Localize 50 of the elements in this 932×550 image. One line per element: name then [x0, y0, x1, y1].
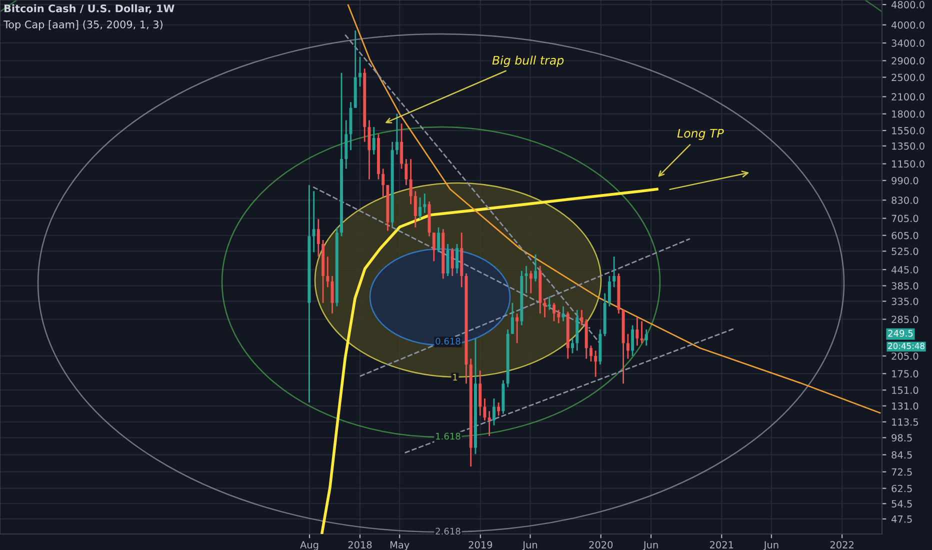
- y-tick-label: 4000.0: [892, 21, 924, 29]
- x-tick-label: 2022: [830, 541, 854, 548]
- y-tick-label: 175.0: [892, 370, 918, 378]
- annotation: Long TP: [677, 128, 724, 140]
- text: Top Cap [aam] (35, 2009, 1, 3): [3, 20, 162, 30]
- y-tick-label: 1350.0: [892, 142, 924, 150]
- y-tick-label: 54.5: [892, 500, 912, 508]
- y-tick-label: 605.0: [892, 232, 918, 240]
- y-tick-label: 4800.0: [892, 1, 924, 8]
- y-tick-label: 1150.0: [892, 160, 924, 168]
- y-tick-label: 98.5: [892, 434, 912, 442]
- y-tick-label: 72.5: [892, 468, 912, 476]
- y-tick-label: 830.0: [892, 196, 918, 204]
- x-tick-label: 2021: [710, 541, 734, 548]
- y-tick-label: 385.0: [892, 282, 918, 290]
- y-tick-label: 62.5: [892, 484, 912, 492]
- y-tick-label: 2500.0: [892, 74, 924, 82]
- y-tick-label: 205.0: [892, 352, 918, 360]
- x-tick-label: Jun: [763, 541, 778, 550]
- y-tick-label: 131.0: [892, 402, 918, 410]
- x-tick-label: Jun: [522, 541, 538, 550]
- y-tick-label: 2900.0: [892, 57, 924, 65]
- y-tick-label: 445.0: [892, 266, 918, 274]
- y-tick-label: 990.0: [892, 176, 918, 184]
- annotation: 2.618: [436, 528, 460, 535]
- x-tick-label: 2019: [468, 541, 492, 548]
- y-tick-label: 47.5: [892, 516, 912, 523]
- y-tick-label: 3400.0: [892, 39, 924, 47]
- x-tick-label: Aug: [300, 541, 318, 550]
- y-tick-label: 1550.0: [892, 127, 924, 134]
- text: 249.5: [888, 330, 913, 337]
- y-tick-label: 2100.0: [892, 93, 924, 101]
- annotation: 0.618: [436, 338, 460, 345]
- y-tick-label: 84.5: [892, 451, 912, 459]
- x-tick-label: May: [390, 541, 410, 550]
- x-tick-label: 2020: [589, 541, 613, 548]
- y-tick-label: 151.0: [892, 386, 918, 394]
- annotation: 1: [453, 374, 458, 380]
- y-tick-label: 335.0: [892, 298, 918, 306]
- y-tick-label: 285.0: [892, 316, 918, 324]
- annotation: 1.618: [436, 432, 460, 440]
- x-tick-label: Jun: [642, 541, 658, 550]
- chart-title: Bitcoin Cash / U.S. Dollar, 1W: [4, 4, 174, 14]
- y-tick-label: 705.0: [892, 214, 918, 222]
- annotation: Big bull trap: [492, 56, 564, 67]
- y-tick-label: 1800.0: [892, 110, 924, 118]
- y-tick-label: 525.0: [892, 248, 918, 256]
- y-tick-label: 113.5: [892, 418, 918, 426]
- x-tick-label: 2018: [348, 541, 372, 548]
- text: 20:45:48: [888, 342, 924, 350]
